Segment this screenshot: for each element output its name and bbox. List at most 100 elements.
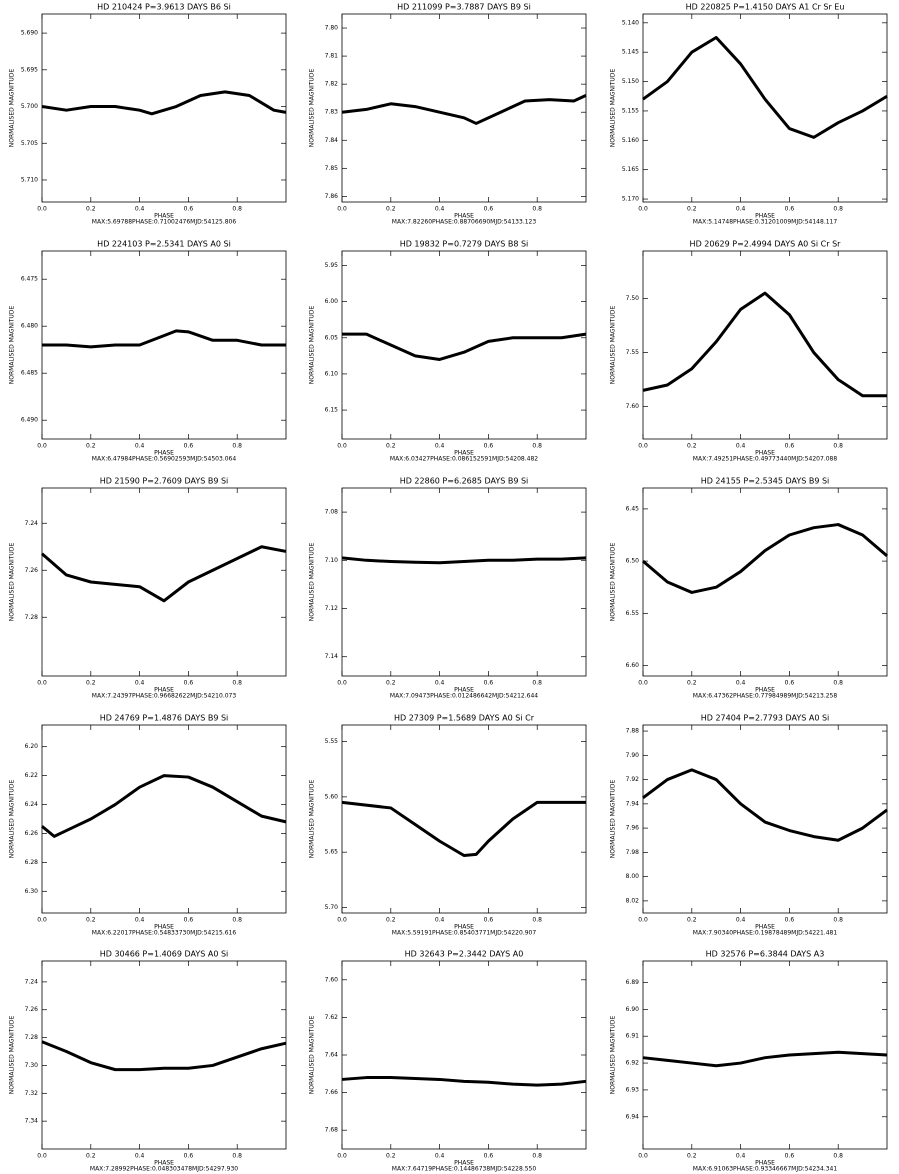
x-tick-label: 0.0 [37, 680, 47, 687]
y-axis-label: NORMALISED MAGNITUDE [309, 780, 316, 859]
y-tick-label: 7.55 [626, 349, 640, 356]
y-axis-label: NORMALISED MAGNITUDE [610, 306, 617, 385]
y-tick-label: 6.00 [325, 298, 339, 305]
y-tick-label: 7.81 [325, 53, 339, 60]
x-tick-label: 0.0 [337, 917, 347, 924]
y-axis-label: NORMALISED MAGNITUDE [309, 69, 316, 148]
chart-title: HD 21590 P=2.7609 DAYS B9 Si [100, 477, 229, 486]
x-tick-label: 0.2 [86, 443, 96, 450]
x-axis-label: PHASE [755, 687, 775, 694]
x-axis-label: PHASE [454, 1160, 474, 1167]
mean-curve [341, 800, 586, 857]
x-tick-label: 0.4 [135, 917, 145, 924]
mean-curve [341, 556, 587, 565]
x-tick-label: 0.8 [232, 680, 242, 687]
x-tick-label: 0.2 [386, 917, 396, 924]
y-tick-label: 6.28 [25, 859, 39, 866]
x-tick-label: 0.8 [532, 917, 542, 924]
y-axis-label: NORMALISED MAGNITUDE [9, 1016, 16, 1095]
mean-curve [341, 94, 587, 125]
y-tick-label: 7.34 [25, 1118, 39, 1125]
chart-title: HD 27404 P=2.7793 DAYS A0 Si [701, 714, 830, 723]
y-axis-label: NORMALISED MAGNITUDE [610, 780, 617, 859]
x-tick-label: 0.2 [687, 206, 697, 213]
plot-frame [341, 960, 587, 1150]
chart-title: HD 30466 P=1.4069 DAYS A0 Si [100, 950, 229, 959]
x-tick-label: 0.4 [435, 917, 445, 924]
x-tick-label: 0.8 [833, 1153, 843, 1160]
footer-note: MAX:7.64719PHASE:0.14486738MJD:54228.550 [392, 1166, 537, 1173]
y-axis-label: NORMALISED MAGNITUDE [610, 543, 617, 622]
y-tick-label: 7.24 [25, 978, 39, 985]
y-tick-label: 7.86 [325, 193, 339, 200]
x-tick-label: 0.8 [232, 443, 242, 450]
x-axis-label: PHASE [454, 924, 474, 931]
x-tick-label: 0.6 [484, 680, 494, 687]
x-tick-label: 0.8 [232, 1153, 242, 1160]
plot-frame [41, 724, 287, 914]
y-tick-label: 6.92 [626, 1060, 640, 1067]
y-tick-label: 6.30 [25, 888, 39, 895]
x-tick-label: 0.0 [37, 443, 47, 450]
chart-title: HD 27309 P=1.5689 DAYS A0 Si Cr [394, 714, 535, 723]
y-axis-label: NORMALISED MAGNITUDE [9, 780, 16, 859]
y-tick-label: 7.88 [626, 728, 640, 735]
x-tick-label: 0.0 [638, 1153, 648, 1160]
y-tick-label: 6.475 [21, 276, 38, 283]
mean-curve [41, 1040, 287, 1072]
chart-title: HD 210424 P=3.9613 DAYS B6 Si [97, 3, 231, 12]
y-tick-label: 7.83 [325, 109, 339, 116]
chart-title: HD 224103 P=2.5341 DAYS A0 Si [97, 240, 231, 249]
x-tick-label: 0.2 [687, 1153, 697, 1160]
chart-title: HD 20629 P=2.4994 DAYS A0 Si Cr Sr [690, 240, 842, 249]
y-tick-label: 6.45 [626, 505, 640, 512]
chart-title: HD 24769 P=1.4876 DAYS B9 Si [100, 714, 229, 723]
y-tick-label: 6.50 [626, 558, 640, 565]
footer-note: MAX:6.22017PHASE:0.54833730MJD:54215.616 [92, 930, 237, 937]
x-tick-label: 0.6 [184, 680, 194, 687]
y-tick-label: 6.490 [21, 417, 38, 424]
x-tick-label: 0.4 [736, 443, 746, 450]
x-tick-label: 0.2 [86, 206, 96, 213]
footer-note: MAX:5.59191PHASE:0.85403771MJD:54220.907 [392, 930, 537, 937]
y-tick-label: 5.65 [325, 849, 339, 856]
x-tick-label: 0.0 [638, 443, 648, 450]
y-tick-label: 7.84 [325, 137, 339, 144]
footer-note: MAX:6.03427PHASE:0.086152591MJD:54208.48… [390, 456, 538, 463]
y-tick-label: 7.80 [325, 25, 339, 32]
x-tick-label: 0.2 [86, 1153, 96, 1160]
y-tick-label: 6.91 [626, 1033, 640, 1040]
x-tick-label: 0.6 [785, 680, 795, 687]
y-tick-label: 7.94 [626, 800, 640, 807]
y-tick-label: 6.485 [21, 370, 38, 377]
x-tick-label: 0.0 [638, 917, 648, 924]
plot-frame [642, 250, 888, 440]
y-tick-label: 5.140 [622, 19, 639, 26]
y-tick-label: 6.15 [325, 407, 339, 414]
x-tick-label: 0.2 [386, 680, 396, 687]
x-axis-label: PHASE [154, 924, 174, 931]
y-tick-label: 7.68 [325, 1127, 339, 1134]
y-axis-label: NORMALISED MAGNITUDE [9, 543, 16, 622]
x-axis-label: PHASE [755, 1160, 775, 1167]
x-tick-label: 0.8 [232, 917, 242, 924]
footer-note: MAX:7.90340PHASE:0.19878489MJD:54221.481 [693, 930, 838, 937]
mean-curve [642, 523, 888, 594]
x-axis-label: PHASE [755, 924, 775, 931]
y-tick-label: 7.90 [626, 752, 640, 759]
y-axis-label: NORMALISED MAGNITUDE [610, 1016, 617, 1095]
x-tick-label: 0.8 [833, 443, 843, 450]
footer-note: MAX:7.24397PHASE:0.96682622MJD:54210.073 [92, 693, 237, 700]
x-tick-label: 0.4 [135, 443, 145, 450]
y-tick-label: 7.24 [25, 520, 39, 527]
x-tick-label: 0.2 [86, 917, 96, 924]
mean-curve [642, 36, 888, 139]
x-axis-label: PHASE [154, 450, 174, 457]
plot-frame [341, 13, 587, 203]
x-tick-label: 0.6 [184, 1153, 194, 1160]
y-tick-label: 5.145 [622, 49, 639, 56]
x-tick-label: 0.0 [337, 680, 347, 687]
y-tick-label: 6.10 [325, 370, 339, 377]
x-axis-label: PHASE [154, 1160, 174, 1167]
x-tick-label: 0.2 [386, 1153, 396, 1160]
